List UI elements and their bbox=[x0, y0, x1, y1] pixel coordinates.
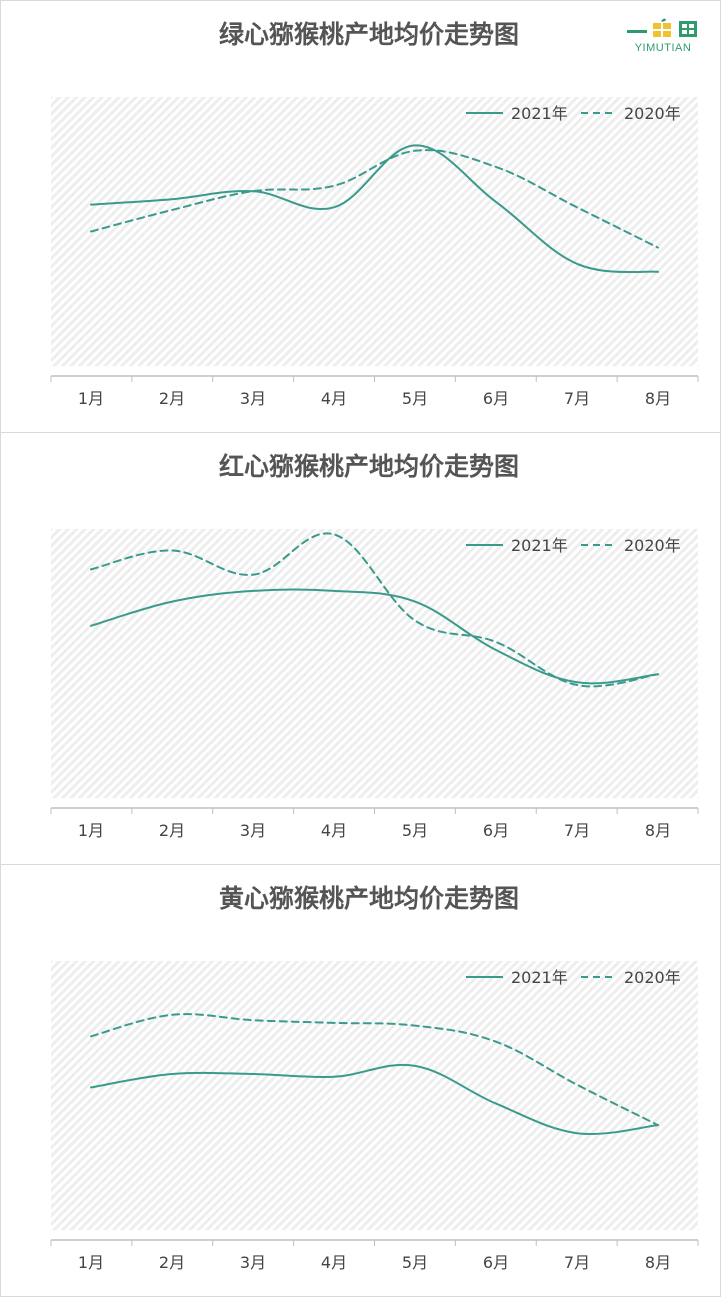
plot-background bbox=[51, 961, 698, 1230]
chart-title: 红心猕猴桃产地均价走势图 bbox=[219, 452, 519, 481]
legend-label: 2020年 bbox=[624, 104, 681, 123]
legend-label: 2020年 bbox=[624, 536, 681, 555]
x-tick-label: 6月 bbox=[483, 821, 509, 840]
legend-label: 2021年 bbox=[511, 536, 568, 555]
series-line-dashed bbox=[90, 532, 659, 688]
legend-label: 2021年 bbox=[511, 968, 568, 987]
x-tick-label: 4月 bbox=[321, 821, 347, 840]
x-tick-label: 1月 bbox=[78, 1253, 104, 1272]
series-line-solid bbox=[90, 144, 659, 274]
chart-red-svg: 红心猕猴桃产地均价走势图 1月 2月 3月 4月 5月 6月 7月 8月 2021年 2020年 bbox=[50, 452, 699, 840]
series-line-dashed bbox=[90, 149, 659, 249]
x-tick-label: 5月 bbox=[402, 821, 428, 840]
plot-background bbox=[51, 529, 698, 798]
legend-label: 2020年 bbox=[624, 968, 681, 987]
x-tick-label: 7月 bbox=[564, 1253, 590, 1272]
series-line-solid bbox=[90, 588, 659, 685]
x-tick-label: 5月 bbox=[402, 389, 428, 408]
x-tick-label: 3月 bbox=[240, 1253, 266, 1272]
x-tick-label: 2月 bbox=[159, 1253, 185, 1272]
legend-label: 2021年 bbox=[511, 104, 568, 123]
chart-title: 黄心猕猴桃产地均价走势图 bbox=[219, 884, 519, 913]
chart-panel-red: 红心猕猴桃产地均价走势图 1月 2月 3月 4月 5月 6月 7月 8月 2021年 2020年 bbox=[0, 432, 721, 865]
x-tick-label: 6月 bbox=[483, 1253, 509, 1272]
logo-text: YIMUTIAN bbox=[635, 42, 692, 54]
chart-panel-yellow: 黄心猕猴桃产地均价走势图 1月 2月 3月 4月 5月 6月 7月 8月 2021年 2020年 bbox=[0, 864, 721, 1297]
x-tick-label: 3月 bbox=[240, 821, 266, 840]
series-line-dashed bbox=[90, 1013, 659, 1127]
logo-leaf-icon bbox=[661, 18, 666, 22]
x-tick-label: 8月 bbox=[645, 821, 671, 840]
x-tick-label: 1月 bbox=[78, 389, 104, 408]
chart-yellow-svg: 黄心猕猴桃产地均价走势图 1月 2月 3月 4月 5月 6月 7月 8月 2021年 2020年 bbox=[50, 884, 699, 1272]
series-line-solid bbox=[90, 1063, 659, 1135]
legend: 2021年 2020年 bbox=[466, 968, 681, 987]
logo-grid-icon bbox=[679, 21, 697, 37]
x-tick-label: 5月 bbox=[402, 1253, 428, 1272]
brand-logo: YIMUTIAN bbox=[625, 17, 701, 57]
x-tick-label: 8月 bbox=[645, 389, 671, 408]
x-tick-label: 1月 bbox=[78, 821, 104, 840]
chart-green-svg: 绿心猕猴桃产地均价走势图 1月 2月 3月 4月 5月 6月 7月 8月 2021年 2020年 bbox=[50, 20, 699, 408]
x-tick-label: 3月 bbox=[240, 389, 266, 408]
x-tick-label: 4月 bbox=[321, 1253, 347, 1272]
x-tick-label: 2月 bbox=[159, 389, 185, 408]
x-tick-label: 6月 bbox=[483, 389, 509, 408]
x-tick-label: 4月 bbox=[321, 389, 347, 408]
x-tick-label: 8月 bbox=[645, 1253, 671, 1272]
chart-panel-green: 绿心猕猴桃产地均价走势图 1月 2月 3月 4月 5月 6月 7月 8月 2021年 2020年 Y… bbox=[0, 0, 721, 433]
x-tick-label: 7月 bbox=[564, 821, 590, 840]
x-tick-label: 7月 bbox=[564, 389, 590, 408]
legend: 2021年 2020年 bbox=[466, 104, 681, 123]
plot-background bbox=[51, 97, 698, 366]
logo-bar-icon bbox=[627, 30, 647, 33]
legend: 2021年 2020年 bbox=[466, 536, 681, 555]
chart-title: 绿心猕猴桃产地均价走势图 bbox=[219, 20, 519, 49]
x-tick-label: 2月 bbox=[159, 821, 185, 840]
